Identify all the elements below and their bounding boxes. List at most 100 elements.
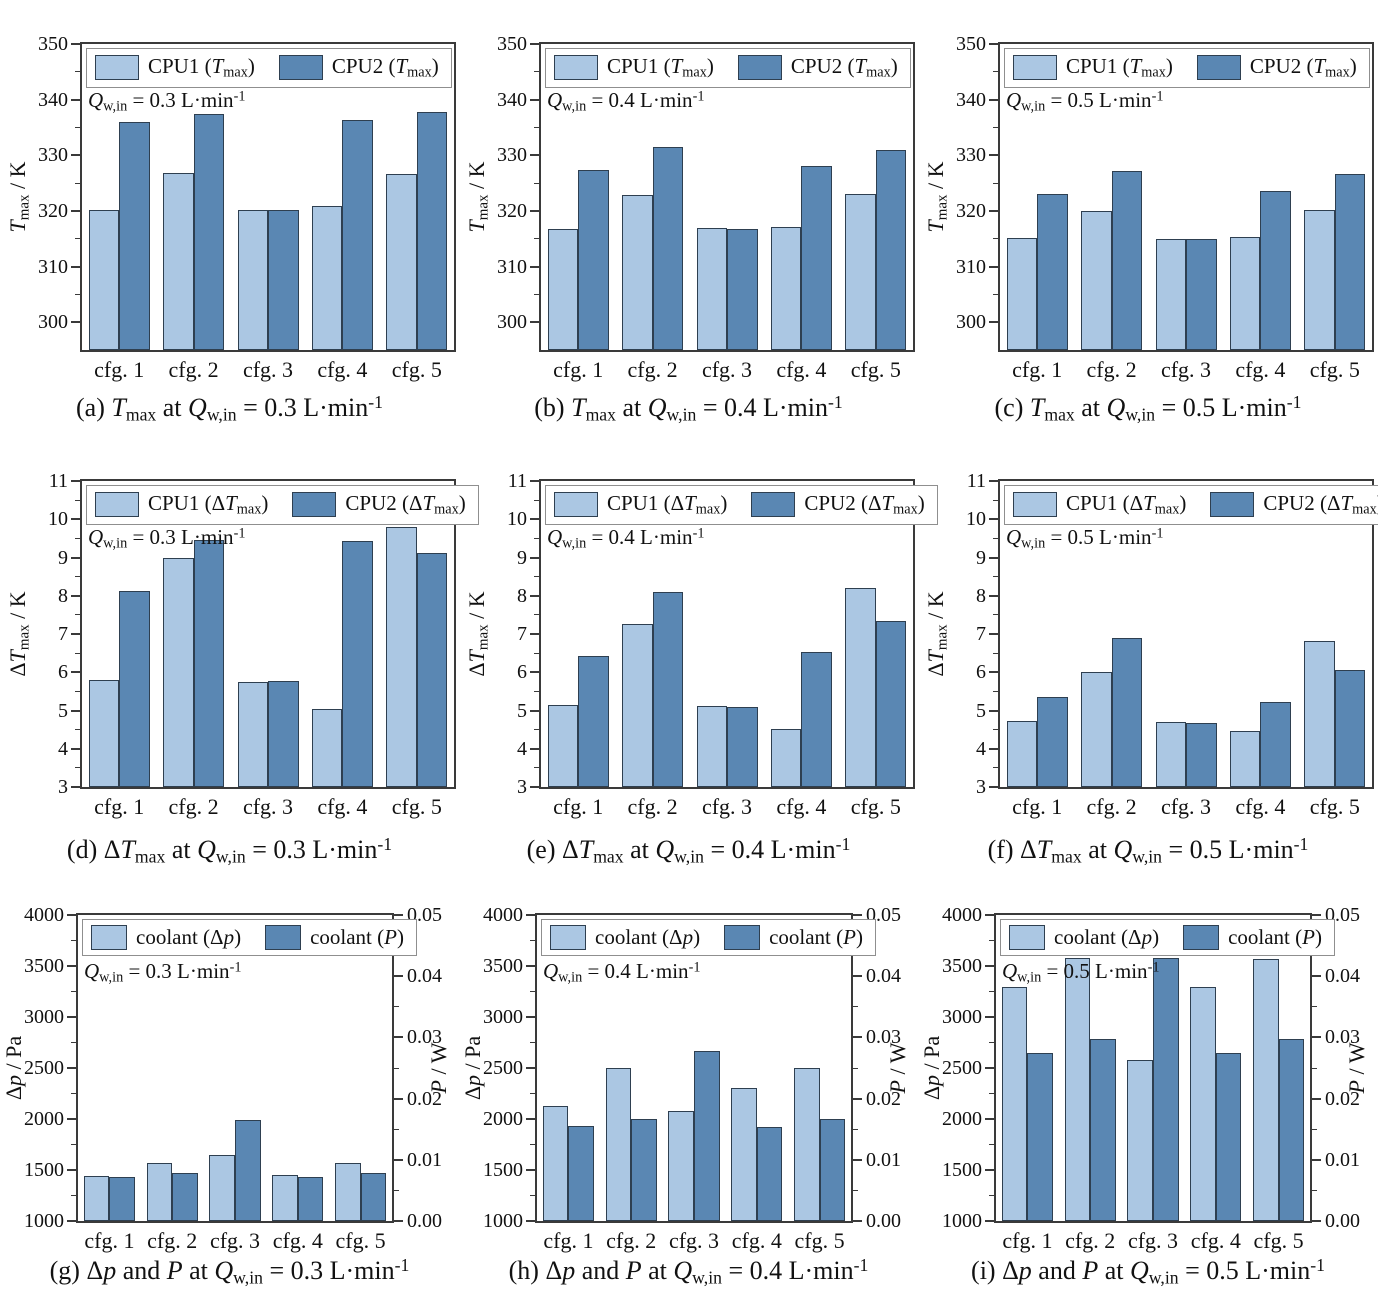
y-axis-major-tick	[530, 209, 539, 212]
y-axis-minor-tick	[534, 71, 539, 73]
y-axis-minor-tick	[75, 729, 80, 731]
y-axis-minor-tick	[75, 238, 80, 240]
y-axis-major-tick	[71, 671, 80, 674]
subplot-caption: (h) Δp and P at Qw,in = 0.4 L·min-1	[508, 1254, 869, 1287]
y-axis-minor-tick	[534, 652, 539, 654]
flow-rate-annotation: Qw,in = 0.3 L·min-1	[88, 525, 246, 552]
y-axis-tick-label: 310	[38, 255, 68, 278]
legend-entry: CPU1 (Tmax)	[95, 54, 255, 82]
y-axis-tick-label: 3	[976, 776, 986, 798]
y-axis-minor-tick	[993, 614, 998, 616]
legend-entry: CPU1 (ΔTmax)	[554, 491, 727, 519]
flow-rate-annotation: Qw,in = 0.4 L·min-1	[547, 525, 705, 552]
legend-entry: coolant (P)	[724, 925, 863, 950]
y-axis-major-tick	[985, 1016, 994, 1018]
right-y-axis-major-tick	[1312, 1220, 1321, 1222]
x-category-label: cfg. 1	[1012, 794, 1063, 819]
x-category-label: cfg. 4	[776, 794, 827, 819]
subplot-c: 300 310 320 330 340 350 cfg. 1 cfg. 2 cfg. 3 cfg.…	[918, 0, 1378, 435]
y-axis-tick-label: 4000	[942, 904, 982, 926]
bar-series1-cfg4	[1229, 731, 1261, 787]
legend-swatch-series1	[554, 55, 598, 81]
legend-label: CPU2 (Tmax)	[331, 54, 439, 81]
subplot-f: 3 4 5 6 7 8 9 10 11 cfg. 1 cfg. 2 cfg. 3 cfg. 4 cfg. …	[918, 435, 1378, 875]
legend: coolant (Δp) coolant (P)	[541, 919, 876, 956]
y-axis-tick-label: 2500	[942, 1057, 982, 1079]
legend-swatch-series2	[1196, 55, 1241, 81]
y-axis-tick-label: 330	[38, 144, 68, 167]
bar-series1-cfg1	[542, 1105, 569, 1221]
y-axis-tick-label: 350	[956, 33, 986, 55]
y-axis-tick-label: 6	[517, 661, 527, 684]
bar-series2-cfg3	[727, 706, 758, 787]
y-axis-minor-tick	[534, 614, 539, 616]
bar-series2-cfg3	[268, 210, 299, 350]
y-axis-major-tick	[989, 209, 998, 212]
right-y-axis-major-tick	[394, 914, 403, 916]
right-y-axis-minor-tick	[1312, 1067, 1317, 1069]
y-axis-major-tick	[71, 594, 80, 597]
y-axis-major-tick	[530, 518, 539, 521]
x-category-label: cfg. 4	[317, 357, 368, 382]
y-axis-tick-label: 2500	[24, 1057, 64, 1079]
y-axis-major-tick	[67, 1016, 76, 1018]
flow-rate-annotation: Qw,in = 0.3 L·min-1	[88, 88, 246, 115]
bar-series2-cfg2	[652, 591, 684, 787]
x-category-label: cfg. 5	[1309, 357, 1360, 382]
bar-series1-cfg5	[386, 174, 417, 350]
legend-label: CPU1 (Tmax)	[607, 54, 714, 81]
y-axis-major-tick	[71, 709, 80, 712]
y-axis-tick-label: 350	[497, 33, 527, 55]
y-axis-tick-label: 11	[507, 470, 527, 492]
y-axis-minor-tick	[993, 499, 998, 501]
y-axis-tick-label: 7	[58, 623, 68, 645]
y-axis-tick-label: 1500	[483, 1159, 523, 1181]
y-axis-tick-label: 1500	[24, 1159, 64, 1181]
bar-series1-cfg4	[311, 709, 343, 787]
y-axis-major-tick	[526, 1067, 535, 1069]
right-y-axis-major-tick	[853, 914, 862, 916]
plot-area: 1000 1500 2000 2500 3000 3500 4000 0.00 0.01 0.02…	[919, 904, 1369, 1253]
bar-series1-cfg1	[1006, 720, 1038, 787]
bar-series2-cfg5	[1334, 174, 1366, 350]
y-axis-minor-tick	[71, 991, 76, 992]
y-axis-major-tick	[67, 1220, 76, 1222]
legend-entry: coolant (Δp)	[550, 925, 700, 950]
y-axis-major-tick	[989, 556, 998, 559]
right-y-axis-major-tick	[1312, 914, 1321, 916]
right-y-axis-major-tick	[394, 1097, 403, 1100]
bar-series1-cfg5	[845, 588, 876, 787]
y-axis-major-tick	[67, 1169, 76, 1171]
legend-entry: CPU2 (ΔTmax)	[751, 491, 925, 519]
right-y-axis-tick-label: 0.04	[866, 965, 901, 988]
y-axis-minor-tick	[993, 293, 998, 295]
bar-series1-cfg5	[1304, 209, 1335, 350]
legend-label: CPU1 (ΔTmax)	[607, 491, 728, 518]
bar-series2-cfg1	[1027, 1052, 1054, 1221]
x-category-label: cfg. 4	[1235, 794, 1286, 819]
right-y-axis-minor-tick	[1312, 1128, 1317, 1130]
y-axis-minor-tick	[993, 652, 998, 654]
y-axis-tick-label: 10	[966, 508, 986, 531]
y-axis-minor-tick	[534, 537, 539, 539]
y-axis-minor-tick	[530, 1042, 535, 1043]
y-axis-tick-label: 10	[507, 508, 527, 531]
y-axis-minor-tick	[989, 1195, 994, 1196]
bar-series2-cfg3	[268, 680, 299, 787]
right-y-axis-minor-tick	[394, 1006, 399, 1008]
y-axis-major-tick	[530, 154, 539, 157]
x-category-label: cfg. 2	[1065, 1228, 1116, 1253]
y-axis-tick-label: 4	[517, 737, 527, 760]
y-axis-title: Tmax / K	[923, 161, 951, 233]
bar-series2-cfg5	[819, 1118, 846, 1221]
y-axis-tick-label: 8	[517, 584, 527, 607]
y-axis-tick-label: 2500	[483, 1057, 523, 1079]
y-axis-tick-label: 5	[58, 699, 68, 722]
subplot-d: 3 4 5 6 7 8 9 10 11 cfg. 1 cfg. 2 cfg. 3 cfg. 4 cfg. …	[0, 435, 479, 875]
subplot-b: 300 310 320 330 340 350 cfg. 1 cfg. 2 cfg. 3 cfg.…	[459, 0, 918, 435]
bar-series1-cfg2	[622, 194, 653, 350]
legend: CPU1 (ΔTmax) CPU2 (ΔTmax)	[1004, 485, 1378, 525]
y-axis-major-tick	[989, 633, 998, 635]
y-axis-minor-tick	[75, 71, 80, 73]
legend-entry: coolant (P)	[1183, 925, 1322, 950]
